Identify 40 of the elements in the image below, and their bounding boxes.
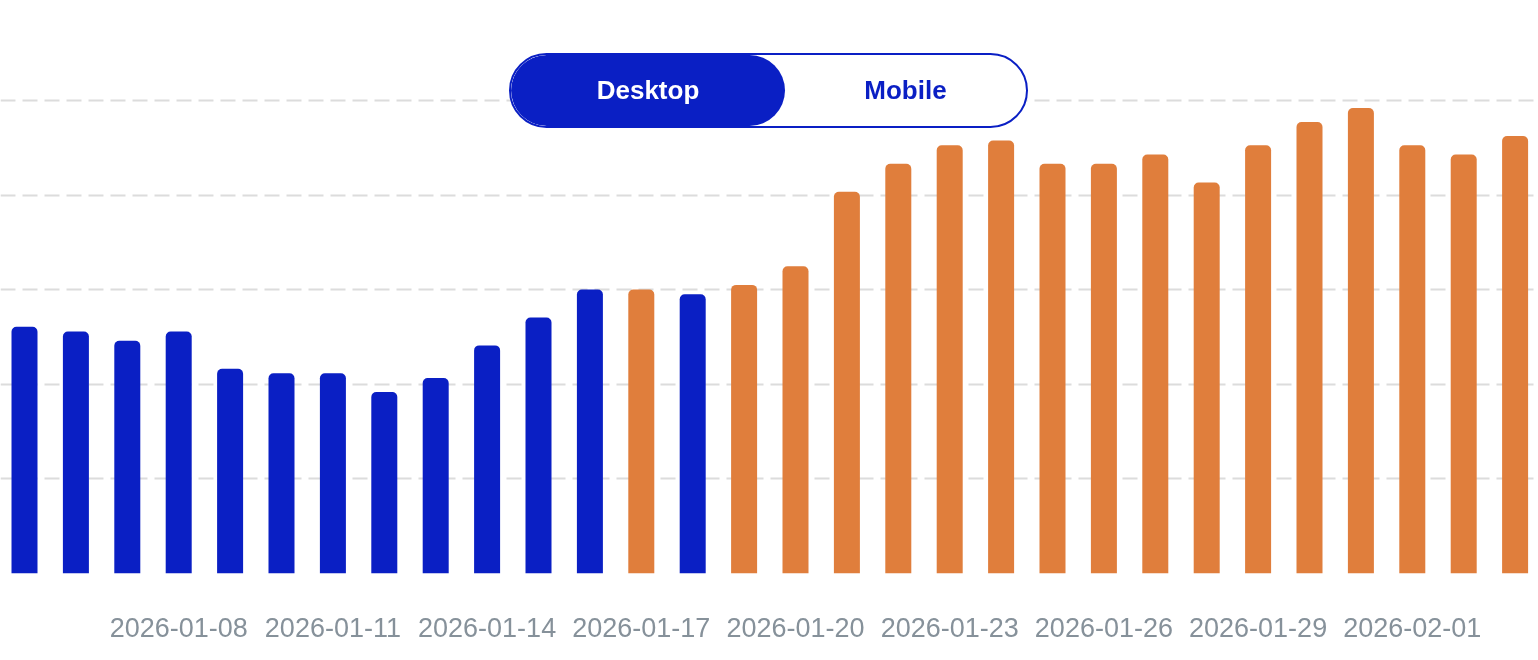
bar: [936, 145, 963, 574]
bar: [576, 289, 603, 574]
bar: [1296, 121, 1323, 574]
bar: [731, 284, 758, 574]
bar: [833, 191, 860, 574]
bar: [422, 377, 449, 574]
bar: [1090, 163, 1117, 574]
bar: [11, 326, 38, 574]
x-tick-label: 2026-01-08: [109, 612, 248, 643]
x-tick-label: 2026-01-11: [264, 612, 401, 643]
bar: [114, 340, 141, 574]
bar: [1245, 145, 1272, 574]
bar: [1399, 145, 1426, 574]
x-tick-label: 2026-01-26: [1034, 612, 1173, 643]
bar: [525, 317, 552, 574]
bar: [165, 331, 192, 574]
x-tick-label: 2026-01-14: [418, 612, 557, 643]
bar: [1502, 135, 1529, 574]
bar: [1142, 154, 1169, 574]
toggle: Desktop Mobile: [509, 53, 1028, 128]
bar: [268, 373, 295, 574]
bar: [782, 266, 809, 574]
bar: [1450, 154, 1477, 574]
bar: [885, 163, 912, 574]
bar: [628, 289, 655, 574]
bar: [1347, 108, 1374, 574]
bar: [62, 331, 89, 574]
x-tick-label: 2026-01-23: [880, 612, 1019, 643]
bar: [1193, 182, 1220, 574]
x-tick-label: 2026-01-20: [726, 612, 865, 643]
bar: [217, 368, 244, 574]
x-tick-label: 2026-01-17: [572, 612, 711, 643]
x-tick-label: 2026-02-01: [1343, 612, 1482, 643]
x-tick-label: 2026-01-29: [1189, 612, 1328, 643]
bar: [474, 345, 501, 574]
bar: [988, 140, 1015, 574]
bar: [319, 373, 346, 574]
bar: [371, 391, 398, 574]
bar: [1039, 163, 1066, 574]
bar: [679, 294, 706, 574]
